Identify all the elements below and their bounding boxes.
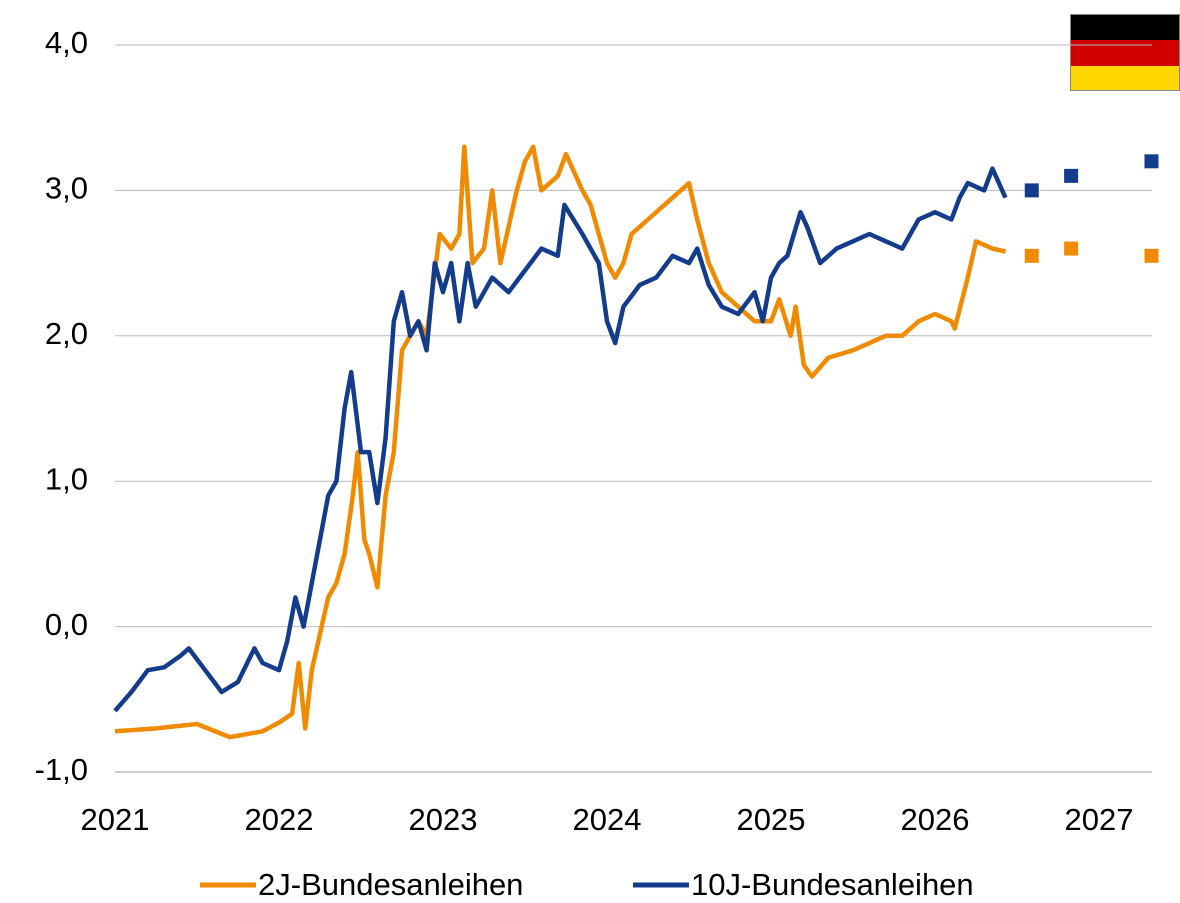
forecast-point: [1064, 168, 1079, 183]
x-tick-label: 2023: [409, 802, 478, 837]
y-tick-label: 3,0: [45, 171, 88, 206]
legend-label: 10J-Bundesanleihen: [691, 867, 974, 902]
y-tick-label: 1,0: [45, 461, 88, 496]
x-tick-label: 2025: [737, 802, 806, 837]
y-tick-label: -1,0: [35, 752, 88, 787]
forecast-point: [1144, 248, 1159, 263]
x-tick-label: 2027: [1065, 802, 1134, 837]
x-tick-label: 2026: [901, 802, 970, 837]
y-tick-label: 0,0: [45, 607, 88, 642]
x-tick-label: 2021: [81, 802, 150, 837]
forecast-point: [1024, 183, 1039, 198]
y-tick-label: 2,0: [45, 316, 88, 351]
legend-label: 2J-Bundesanleihen: [258, 867, 523, 902]
flag: [1070, 14, 1180, 91]
series-line: [113, 166, 1008, 713]
forecast-point: [1064, 241, 1079, 256]
series-line: [114, 144, 1006, 740]
forecast-point: [1144, 154, 1159, 169]
x-tick-label: 2022: [245, 802, 314, 837]
y-tick-label: 4,0: [45, 25, 88, 60]
forecast-point: [1024, 248, 1039, 263]
x-tick-label: 2024: [573, 802, 642, 837]
